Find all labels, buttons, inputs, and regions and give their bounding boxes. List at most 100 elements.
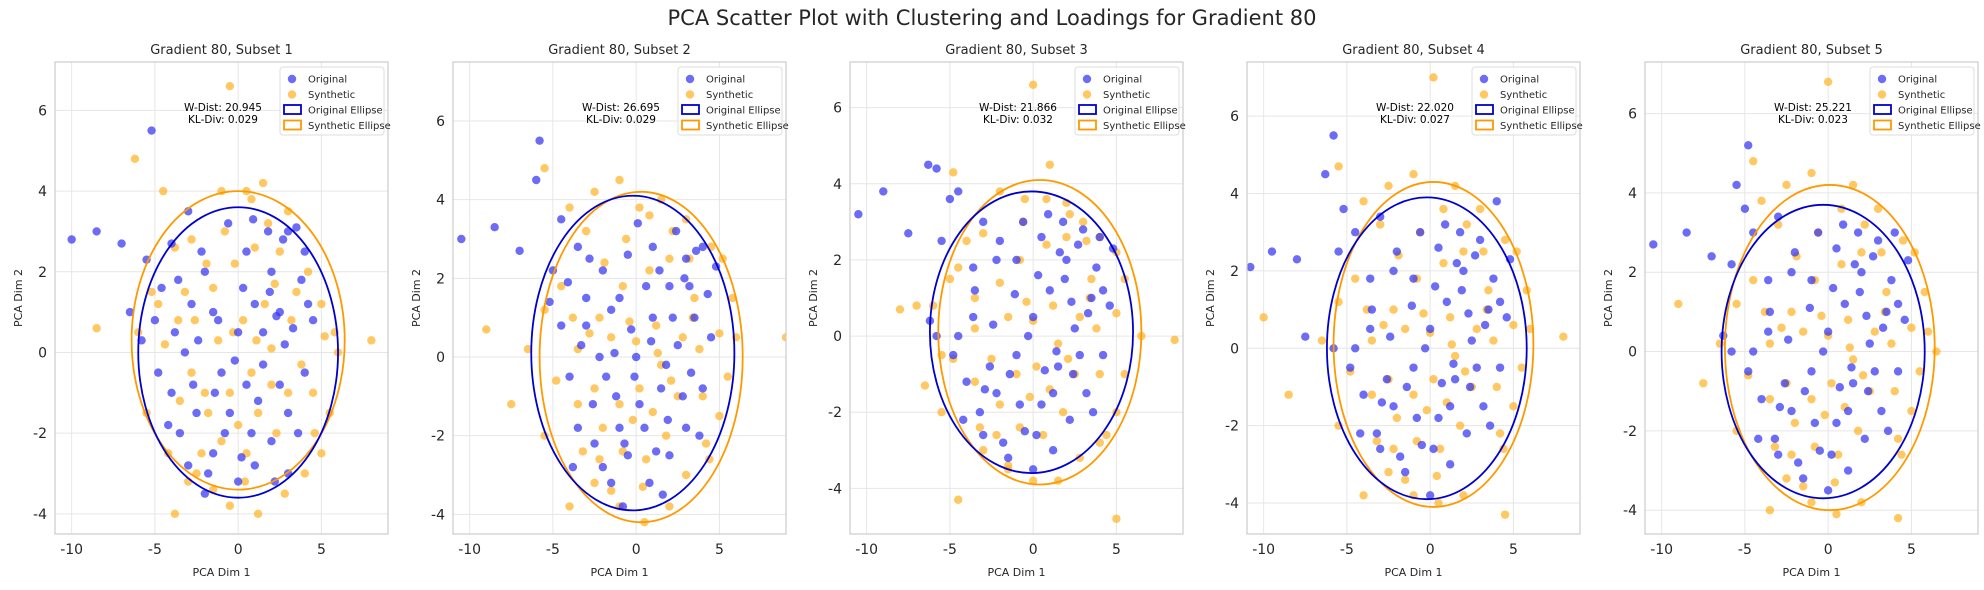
- original-point: [1003, 453, 1013, 463]
- original-point: [1749, 347, 1758, 356]
- y-tick-label: 0: [1230, 341, 1239, 357]
- y-tick-label: 2: [1230, 264, 1239, 280]
- synthetic-point: [1400, 324, 1410, 334]
- synthetic-point: [701, 439, 711, 448]
- original-point: [663, 415, 672, 425]
- legend-label: Synthetic Ellipse: [1103, 121, 1186, 132]
- original-point: [1450, 375, 1460, 384]
- original-point: [557, 215, 566, 224]
- original-point: [1429, 444, 1438, 454]
- synthetic-point: [1065, 210, 1074, 219]
- original-point: [631, 352, 641, 362]
- x-tick-label: -5: [546, 542, 560, 558]
- synthetic-point: [1334, 162, 1343, 171]
- original-point: [1425, 491, 1435, 500]
- synthetic-point: [317, 299, 326, 309]
- synthetic-point: [1112, 309, 1121, 318]
- synthetic-point: [1389, 305, 1398, 314]
- y-tick-label: 4: [38, 184, 47, 200]
- synthetic-point: [1102, 430, 1111, 440]
- synthetic-point: [992, 430, 1001, 440]
- legend-label: Original Ellipse: [308, 106, 383, 117]
- x-tick-label: 0: [632, 542, 641, 558]
- synthetic-point: [1075, 312, 1084, 322]
- original-point: [671, 226, 681, 236]
- legend-label: Original: [308, 75, 347, 86]
- original-point: [1870, 367, 1879, 376]
- original-ellipse: [530, 194, 736, 512]
- y-tick-label: 4: [1628, 186, 1637, 202]
- legend-label: Original Ellipse: [1103, 106, 1178, 117]
- synthetic-point: [1500, 510, 1510, 519]
- synthetic-point: [945, 274, 955, 284]
- original-point: [1392, 247, 1402, 256]
- original-point: [1495, 297, 1505, 307]
- original-point: [691, 246, 701, 255]
- synthetic-point: [590, 478, 599, 488]
- synthetic-point: [1823, 77, 1833, 87]
- synthetic-point: [635, 384, 644, 393]
- original-point: [1430, 282, 1440, 291]
- synthetic-point: [1765, 506, 1775, 515]
- synthetic-point: [1765, 394, 1775, 404]
- synthetic-point: [1893, 513, 1903, 523]
- synthetic-point: [1317, 336, 1327, 345]
- synthetic-point: [225, 82, 235, 91]
- original-point: [200, 267, 210, 276]
- original-point: [1440, 220, 1450, 229]
- original-point: [1073, 240, 1083, 249]
- original-point: [598, 462, 608, 472]
- original-point: [1832, 244, 1841, 253]
- synthetic-point: [1379, 320, 1388, 330]
- synthetic-point: [1817, 311, 1826, 321]
- original-point: [1455, 228, 1465, 237]
- y-axis-label: PCA Dim 2: [12, 269, 25, 327]
- original-point: [1459, 266, 1468, 276]
- original-point: [988, 320, 998, 329]
- original-point: [1464, 309, 1473, 318]
- original-point: [147, 126, 156, 135]
- original-point: [1005, 369, 1015, 379]
- original-point: [154, 368, 163, 377]
- legend-patch-synthetic-ellipse: [1873, 119, 1892, 131]
- original-point: [1437, 378, 1447, 388]
- synthetic-point: [258, 178, 268, 188]
- y-axis-label: PCA Dim 2: [1602, 269, 1615, 327]
- original-point: [1023, 331, 1033, 341]
- synthetic-point: [1495, 429, 1505, 438]
- original-point: [217, 368, 226, 377]
- plot-area: [1247, 73, 1568, 519]
- synthetic-point: [1459, 247, 1468, 256]
- w-dist-label: W-Dist: 20.945: [184, 102, 262, 114]
- original-point: [590, 439, 599, 448]
- original-point: [1445, 460, 1455, 469]
- original-point: [1462, 429, 1471, 438]
- synthetic-point: [197, 449, 206, 458]
- original-ellipse: [1326, 196, 1528, 501]
- original-point: [1366, 324, 1375, 334]
- original-point: [1400, 467, 1410, 477]
- synthetic-point: [1392, 413, 1402, 423]
- synthetic-point: [895, 305, 905, 314]
- original-point: [623, 250, 633, 259]
- synthetic-point: [1409, 169, 1418, 179]
- original-point: [1835, 383, 1845, 392]
- original-point: [1032, 430, 1041, 440]
- synthetic-point: [482, 325, 491, 334]
- synthetic-point: [263, 219, 273, 228]
- original-point: [1075, 350, 1084, 360]
- original-point: [1855, 287, 1864, 297]
- original-point: [1098, 350, 1108, 360]
- original-point: [1037, 400, 1046, 409]
- synthetic-point: [1082, 236, 1091, 246]
- synthetic-point: [1853, 426, 1863, 436]
- synthetic-point: [270, 279, 279, 289]
- original-point: [1832, 418, 1841, 428]
- y-tick-label: -2: [431, 429, 445, 445]
- original-point: [573, 242, 583, 252]
- synthetic-point: [715, 329, 724, 338]
- synthetic-point: [1012, 369, 1021, 379]
- original-point: [1417, 440, 1427, 450]
- x-tick-label: 5: [317, 542, 326, 558]
- x-axis-label: PCA Dim 1: [1384, 566, 1442, 579]
